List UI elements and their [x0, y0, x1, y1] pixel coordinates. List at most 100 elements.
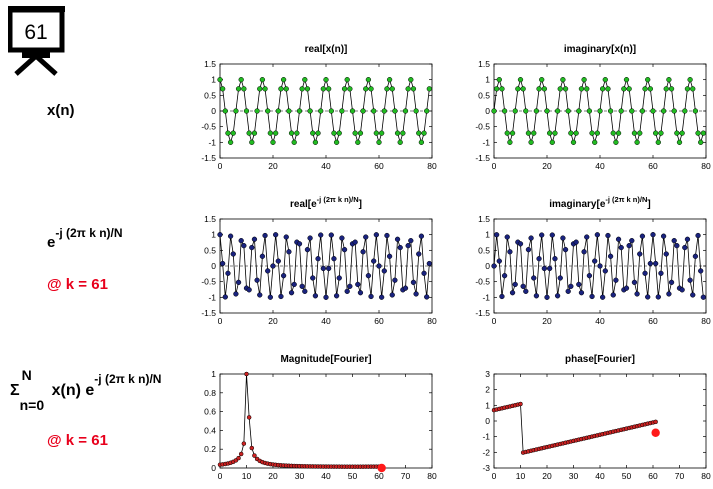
data-point [291, 139, 297, 145]
basis-label: e-j (2π k n)/N [47, 227, 123, 251]
data-point [299, 86, 305, 92]
y-tick-label: 1 [485, 75, 490, 85]
data-point [663, 251, 669, 257]
data-point [222, 108, 228, 114]
x-tick-label: 60 [374, 161, 384, 171]
x-tick-label: 20 [268, 316, 278, 326]
easel-icon [8, 6, 65, 76]
data-point [565, 108, 571, 114]
data-point [238, 451, 244, 457]
data-point [381, 108, 387, 114]
sum-term: x(n) e [51, 382, 95, 399]
data-point [507, 249, 513, 255]
signal-label: x(n) [47, 102, 75, 119]
data-point [554, 293, 561, 299]
data-point [557, 86, 563, 92]
y-tick-label: 0.2 [204, 444, 216, 454]
data-point [602, 268, 608, 274]
data-point [389, 86, 395, 92]
data-point [584, 234, 590, 240]
y-tick-label: 1 [211, 369, 216, 379]
data-point [238, 238, 244, 244]
data-point [227, 139, 234, 145]
data-point [320, 265, 327, 272]
data-point [394, 236, 401, 242]
data-point [647, 86, 653, 92]
data-point [547, 130, 553, 136]
y-tick-label: -0.5 [201, 277, 216, 287]
basis-label-exponent: -j (2π k n)/N [55, 226, 123, 240]
data-point [259, 253, 266, 259]
data-point [379, 130, 385, 136]
data-point [241, 243, 247, 249]
data-point [592, 139, 598, 145]
chart-title: phase[Fourier] [565, 354, 635, 365]
data-point [339, 235, 345, 241]
data-point [539, 77, 545, 83]
data-point [517, 241, 524, 247]
x-tick-label: 20 [542, 161, 552, 171]
data-point [408, 238, 414, 244]
y-tick-label: -2 [482, 447, 490, 457]
y-tick-label: 1.5 [204, 59, 216, 69]
title-tail: ] [647, 199, 650, 210]
series-line [219, 78, 430, 144]
data-point [341, 86, 348, 92]
chart-title: real[x(n)] [305, 44, 348, 55]
data-point [386, 253, 393, 259]
data-point [621, 86, 627, 92]
x-tick-label: 80 [701, 471, 711, 481]
data-point [257, 86, 263, 92]
data-point [499, 86, 505, 92]
data-point [326, 265, 332, 272]
x-tick-label: 40 [595, 471, 605, 481]
data-point [637, 130, 643, 136]
data-point [607, 253, 614, 259]
data-point [424, 108, 430, 114]
data-point [645, 294, 651, 300]
data-point [418, 139, 425, 145]
data-point [262, 86, 268, 92]
data-point [386, 77, 393, 83]
data-point [650, 232, 656, 238]
x-tick-label: 60 [648, 471, 658, 481]
x-tick-label: 80 [427, 471, 437, 481]
data-point [352, 130, 358, 136]
data-point [336, 130, 342, 136]
data-point [650, 108, 656, 114]
data-point [684, 236, 691, 242]
data-point [373, 130, 380, 136]
y-tick-label: -0.5 [475, 122, 490, 132]
x-tick-label: 80 [427, 161, 437, 171]
x-tick-label: 60 [648, 316, 658, 326]
data-point [379, 294, 385, 300]
data-point [397, 139, 403, 145]
data-point [307, 108, 313, 114]
data-point [660, 233, 667, 239]
y-tick-label: 1 [211, 230, 216, 240]
data-point [597, 108, 603, 114]
data-point [671, 238, 677, 244]
data-point [344, 288, 350, 294]
data-point [333, 139, 340, 145]
data-point [568, 283, 574, 289]
data-point [568, 130, 574, 136]
data-point [244, 371, 249, 377]
data-point [296, 108, 303, 114]
y-tick-label: 0 [485, 106, 490, 116]
sum-upper: N [21, 367, 32, 383]
data-point [692, 108, 699, 114]
data-point [547, 265, 553, 272]
data-point [365, 77, 372, 83]
sum-lower: n=0 [19, 397, 45, 413]
data-point [241, 86, 247, 92]
data-point [416, 130, 422, 136]
title-exponent: -j (2π k n)/N [317, 195, 359, 204]
data-point [381, 268, 387, 274]
data-point [384, 86, 390, 92]
data-point [645, 77, 651, 83]
data-point [307, 235, 313, 241]
y-tick-label: 1.5 [204, 214, 216, 224]
data-point [405, 86, 411, 92]
